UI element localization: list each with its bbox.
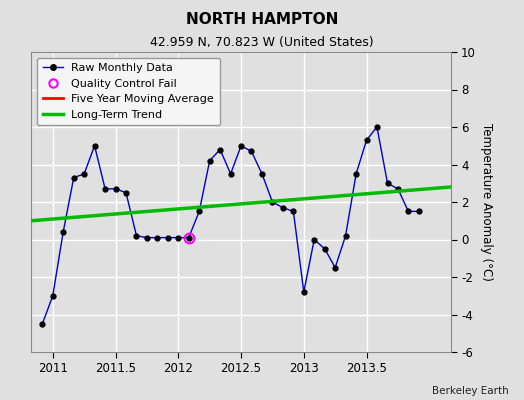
Y-axis label: Temperature Anomaly (°C): Temperature Anomaly (°C) [479, 123, 493, 281]
Text: Berkeley Earth: Berkeley Earth [432, 386, 508, 396]
Legend: Raw Monthly Data, Quality Control Fail, Five Year Moving Average, Long-Term Tren: Raw Monthly Data, Quality Control Fail, … [37, 58, 220, 125]
Text: NORTH HAMPTON: NORTH HAMPTON [186, 12, 338, 27]
Text: 42.959 N, 70.823 W (United States): 42.959 N, 70.823 W (United States) [150, 36, 374, 49]
